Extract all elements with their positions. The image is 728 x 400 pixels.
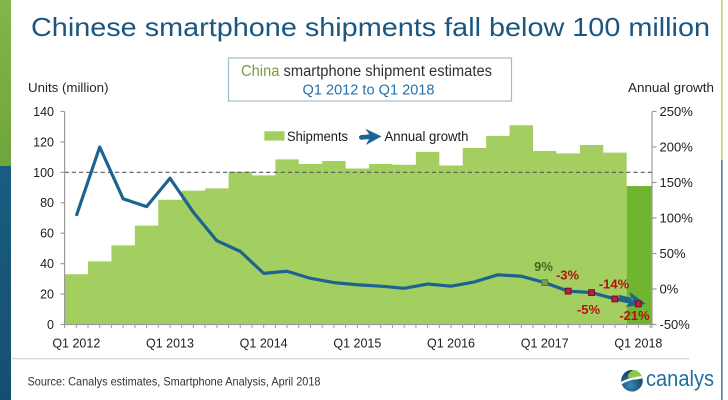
svg-text:150%: 150% (660, 175, 694, 190)
svg-text:100: 100 (33, 166, 54, 180)
svg-text:60: 60 (40, 227, 54, 241)
svg-text:Source: Canalys estimates, Sma: Source: Canalys estimates, Smartphone An… (28, 374, 321, 388)
svg-text:canalys: canalys (646, 366, 714, 391)
svg-text:Q1 2013: Q1 2013 (146, 337, 194, 351)
svg-text:140: 140 (33, 105, 54, 119)
svg-text:Q1 2017: Q1 2017 (521, 337, 569, 351)
svg-text:-14%: -14% (599, 277, 630, 292)
svg-text:-5%: -5% (577, 302, 601, 317)
svg-text:-3%: -3% (556, 268, 580, 283)
svg-text:Q1 2012: Q1 2012 (52, 337, 100, 351)
svg-text:Annual growth: Annual growth (385, 129, 469, 144)
svg-text:250%: 250% (660, 104, 694, 119)
svg-text:50%: 50% (660, 246, 686, 261)
svg-text:Units (million): Units (million) (28, 80, 109, 95)
svg-text:40: 40 (40, 257, 54, 271)
svg-text:-21%: -21% (619, 308, 650, 323)
svg-text:80: 80 (40, 196, 54, 210)
svg-text:0%: 0% (660, 281, 679, 296)
svg-text:Q1 2012 to Q1 2018: Q1 2012 to Q1 2018 (303, 82, 435, 99)
svg-text:100%: 100% (660, 210, 694, 225)
svg-text:9%: 9% (534, 259, 553, 274)
svg-text:Chinese smartphone shipments f: Chinese smartphone shipments fall below … (31, 12, 710, 42)
svg-text:Shipments: Shipments (287, 129, 348, 144)
svg-text:20: 20 (40, 287, 54, 301)
svg-text:Annual growth: Annual growth (628, 80, 714, 95)
svg-text:-50%: -50% (660, 317, 691, 332)
svg-text:Q1 2015: Q1 2015 (333, 337, 381, 351)
svg-text:0: 0 (47, 318, 54, 332)
svg-text:Q1 2016: Q1 2016 (427, 337, 475, 351)
svg-text:Q1 2018: Q1 2018 (614, 337, 662, 351)
svg-text:China smartphone shipment esti: China smartphone shipment estimates (241, 63, 492, 80)
svg-text:Q1 2014: Q1 2014 (240, 337, 288, 351)
svg-text:120: 120 (33, 135, 54, 149)
svg-text:200%: 200% (660, 139, 694, 154)
